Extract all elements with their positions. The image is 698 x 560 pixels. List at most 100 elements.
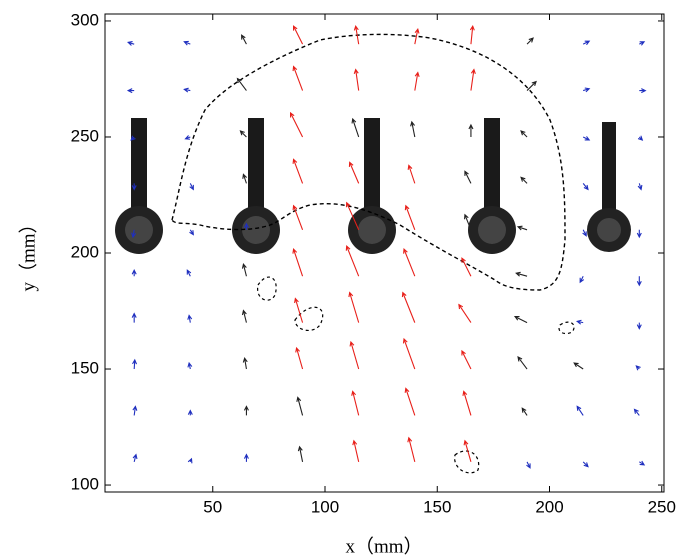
velocity-vector [636,276,642,287]
velocity-vector [402,337,416,370]
velocity-vector [464,170,472,184]
velocity-vector [582,461,589,468]
velocity-vector [520,130,528,138]
velocity-vector [521,407,528,416]
velocity-vector [513,316,528,324]
velocity-vector [132,405,138,416]
velocity-vector [461,349,472,370]
y-tick-label: 250 [71,126,99,145]
velocity-vector [292,65,304,91]
probes [115,118,631,254]
velocity-vector [352,439,360,462]
velocity-vector [351,390,360,416]
velocity-vector [639,460,646,466]
velocity-vector [292,204,304,230]
velocity-vector [242,173,247,184]
velocity-vector [576,405,584,416]
velocity-vector [637,183,643,191]
velocity-vector [243,405,249,416]
velocity-vector [292,158,304,184]
velocity-vector [241,263,247,277]
probe [468,118,516,254]
velocity-vector [184,135,191,140]
velocity-vector [241,309,247,323]
velocity-vector [582,136,591,141]
velocity-vector [242,357,248,370]
velocity-vector [575,319,584,325]
velocity-vector [404,387,416,416]
velocity-vector [636,229,642,239]
probe [115,118,163,254]
velocity-vector [186,269,192,277]
velocity-vector [183,40,191,46]
velocity-vector [187,457,193,464]
velocity-vector [243,453,249,462]
velocity-vector [639,88,647,94]
velocity-vector [239,130,247,138]
velocity-vector [183,87,191,93]
velocity-vector [189,229,194,236]
velocity-vector [639,41,646,46]
velocity-vector [458,303,472,323]
velocity-vector [407,436,416,462]
x-tick-label: 250 [648,497,676,516]
velocity-vector [131,312,137,323]
velocity-vector [582,229,587,237]
y-tick-label: 200 [71,242,99,261]
velocity-vector [635,365,641,371]
x-axis-label: x（mm） [345,535,422,557]
velocity-vector [243,222,249,230]
velocity-vector [633,408,640,416]
y-axis-label: y（mm） [17,214,39,291]
velocity-vector [637,135,644,141]
velocity-vector [470,68,476,91]
y-tick-label: 150 [71,359,99,378]
velocity-vector [345,245,360,277]
velocity-vector [573,362,584,370]
x-tick-label: 200 [535,497,563,516]
velocity-vector [187,361,193,370]
velocity-vector [132,358,138,370]
velocity-vector [461,257,472,277]
y-tick-label: 100 [71,475,99,494]
velocity-vector [469,24,475,45]
velocity-vector [583,87,591,93]
velocity-vector [463,439,472,462]
velocity-vector [297,445,304,462]
velocity-vector [292,248,304,277]
x-tick-label: 100 [311,497,339,516]
velocity-vector [130,135,136,141]
velocity-vector [516,225,528,231]
velocity-vector [348,161,360,184]
velocity-vector [349,340,360,370]
velocity-vector [636,322,642,330]
velocity-vector [515,271,528,277]
velocity-vector [296,396,304,416]
velocity-vector [353,68,360,91]
y-tick-label: 300 [71,10,99,29]
probe [232,118,280,254]
velocity-vector [526,461,531,469]
velocity-vector [290,111,304,138]
velocity-vector [517,356,528,370]
velocity-vector [189,183,194,191]
velocity-vector [403,248,416,277]
velocity-vector [468,123,474,137]
velocity-vector [410,120,416,138]
velocity-vector [351,117,360,138]
velocity-vector [131,268,137,277]
velocity-vector [414,71,420,91]
velocity-vector [464,213,472,231]
velocity-vector [407,164,416,184]
velocity-vector [582,183,589,191]
velocity-vector [295,346,304,370]
velocity-vector [241,34,247,45]
velocity-vector [127,41,135,46]
velocity-vector [293,25,304,45]
boundary-contour [171,33,566,291]
velocity-vector [345,201,360,231]
velocity-vector [131,229,137,239]
velocity-vector [520,176,528,184]
velocity-vector [126,88,135,94]
